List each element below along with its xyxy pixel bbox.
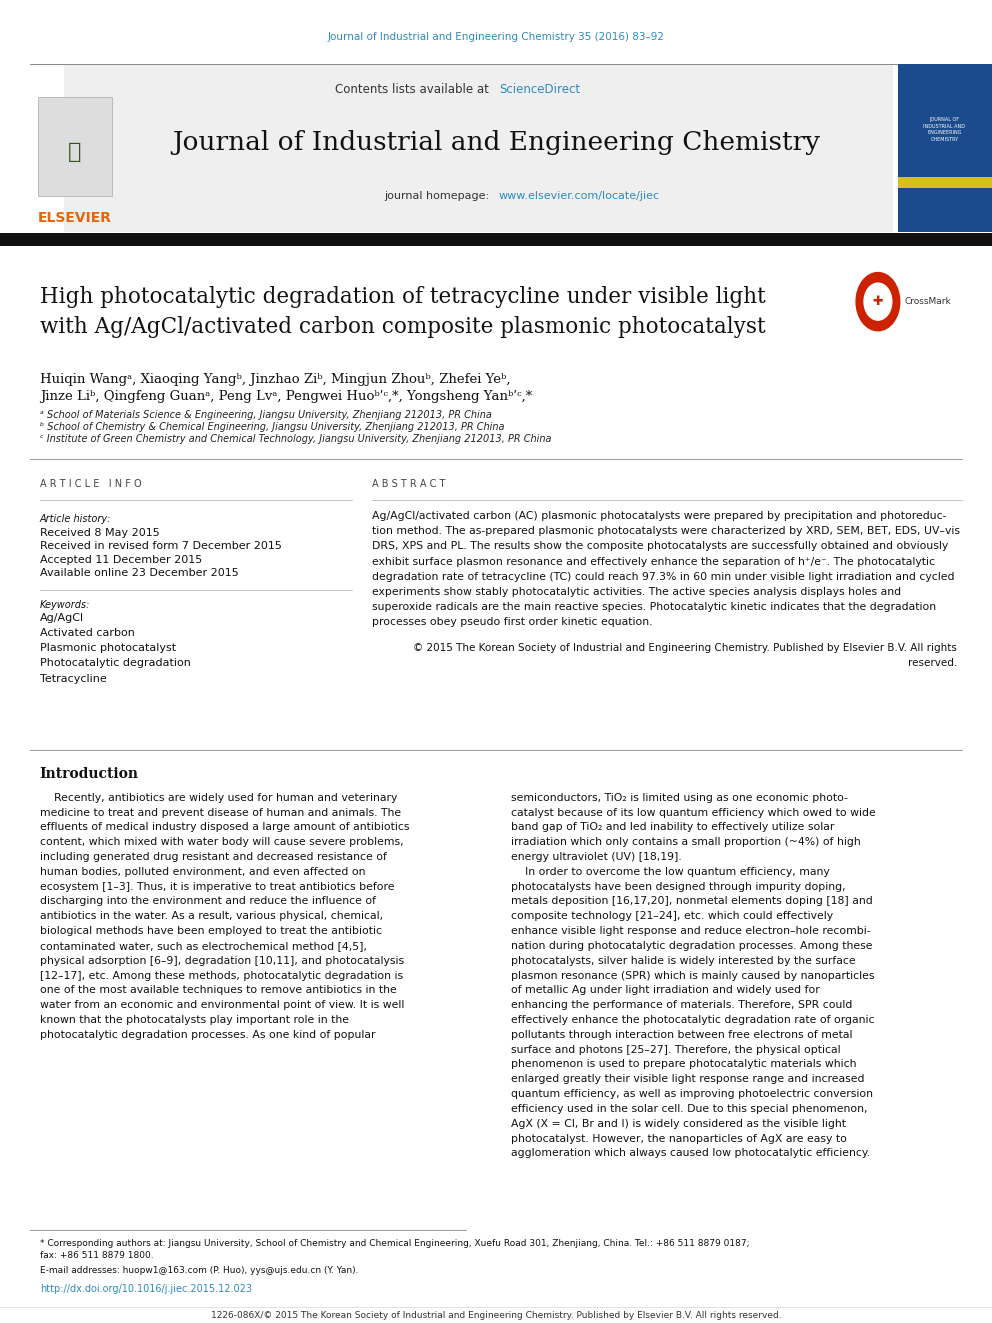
Text: surface and photons [25–27]. Therefore, the physical optical: surface and photons [25–27]. Therefore, … [511, 1045, 840, 1054]
Text: irradiation which only contains a small proportion (~4%) of high: irradiation which only contains a small … [511, 837, 861, 847]
Text: degradation rate of tetracycline (TC) could reach 97.3% in 60 min under visible : degradation rate of tetracycline (TC) co… [372, 572, 954, 582]
Text: discharging into the environment and reduce the influence of: discharging into the environment and red… [40, 897, 376, 906]
Text: enhancing the performance of materials. Therefore, SPR could: enhancing the performance of materials. … [511, 1000, 852, 1011]
Text: ᵇ School of Chemistry & Chemical Engineering, Jiangsu University, Zhenjiang 2120: ᵇ School of Chemistry & Chemical Enginee… [40, 422, 504, 433]
Bar [64, 64, 893, 232]
Text: reserved.: reserved. [908, 659, 957, 668]
Text: Jinze Liᵇ, Qingfeng Guanᵃ, Peng Lvᵃ, Pengwei Huoᵇʹᶜ,*, Yongsheng Yanᵇʹᶜ,*: Jinze Liᵇ, Qingfeng Guanᵃ, Peng Lvᵃ, Pen… [40, 390, 532, 404]
Text: human bodies, polluted environment, and even affected on: human bodies, polluted environment, and … [40, 867, 365, 877]
Text: ScienceDirect: ScienceDirect [499, 83, 580, 97]
Text: of metallic Ag under light irradiation and widely used for: of metallic Ag under light irradiation a… [511, 986, 819, 995]
Text: processes obey pseudo first order kinetic equation.: processes obey pseudo first order kineti… [372, 618, 653, 627]
Text: tion method. The as-prepared plasmonic photocatalysts were characterized by XRD,: tion method. The as-prepared plasmonic p… [372, 527, 960, 536]
Text: E-mail addresses: huopw1@163.com (P. Huo), yys@ujs.edu.cn (Y. Yan).: E-mail addresses: huopw1@163.com (P. Huo… [40, 1266, 358, 1274]
Text: photocatalysts have been designed through impurity doping,: photocatalysts have been designed throug… [511, 881, 845, 892]
Text: composite technology [21–24], etc. which could effectively: composite technology [21–24], etc. which… [511, 912, 833, 921]
Text: one of the most available techniques to remove antibiotics in the: one of the most available techniques to … [40, 986, 397, 995]
Text: Journal of Industrial and Engineering Chemistry 35 (2016) 83–92: Journal of Industrial and Engineering Ch… [327, 32, 665, 42]
Text: efficiency used in the solar cell. Due to this special phenomenon,: efficiency used in the solar cell. Due t… [511, 1103, 867, 1114]
Text: CrossMark: CrossMark [905, 298, 951, 306]
Text: ᵃ School of Materials Science & Engineering, Jiangsu University, Zhenjiang 21201: ᵃ School of Materials Science & Engineer… [40, 410, 492, 421]
Text: fax: +86 511 8879 1800.: fax: +86 511 8879 1800. [40, 1252, 154, 1259]
Text: energy ultraviolet (UV) [18,19].: energy ultraviolet (UV) [18,19]. [511, 852, 682, 863]
Text: Received 8 May 2015: Received 8 May 2015 [40, 528, 160, 538]
Text: effluents of medical industry disposed a large amount of antibiotics: effluents of medical industry disposed a… [40, 823, 409, 832]
Text: Ag/AgCl: Ag/AgCl [40, 613, 83, 623]
Text: agglomeration which always caused low photocatalytic efficiency.: agglomeration which always caused low ph… [511, 1148, 870, 1159]
Text: Activated carbon: Activated carbon [40, 628, 135, 638]
Text: photocatalysts, silver halide is widely interested by the surface: photocatalysts, silver halide is widely … [511, 955, 855, 966]
Text: Accepted 11 December 2015: Accepted 11 December 2015 [40, 554, 202, 565]
Text: water from an economic and environmental point of view. It is well: water from an economic and environmental… [40, 1000, 404, 1011]
Text: semiconductors, TiO₂ is limited using as one economic photo-: semiconductors, TiO₂ is limited using as… [511, 792, 848, 803]
Text: Contents lists available at: Contents lists available at [335, 83, 493, 97]
Text: A B S T R A C T: A B S T R A C T [372, 479, 445, 490]
Text: superoxide radicals are the main reactive species. Photocatalytic kinetic indica: superoxide radicals are the main reactiv… [372, 602, 936, 613]
Circle shape [856, 273, 900, 331]
Text: plasmon resonance (SPR) which is mainly caused by nanoparticles: plasmon resonance (SPR) which is mainly … [511, 971, 874, 980]
Text: quantum efficiency, as well as improving photoelectric conversion: quantum efficiency, as well as improving… [511, 1089, 873, 1099]
Text: effectively enhance the photocatalytic degradation rate of organic: effectively enhance the photocatalytic d… [511, 1015, 874, 1025]
Text: © 2015 The Korean Society of Industrial and Engineering Chemistry. Published by : © 2015 The Korean Society of Industrial … [414, 643, 957, 654]
Text: exhibit surface plasmon resonance and effectively enhance the separation of h⁺/e: exhibit surface plasmon resonance and ef… [372, 557, 935, 566]
Text: contaminated water, such as electrochemical method [4,5],: contaminated water, such as electrochemi… [40, 941, 367, 951]
Text: phenomenon is used to prepare photocatalytic materials which: phenomenon is used to prepare photocatal… [511, 1060, 856, 1069]
Text: http://dx.doi.org/10.1016/j.jiec.2015.12.023: http://dx.doi.org/10.1016/j.jiec.2015.12… [40, 1283, 252, 1294]
Text: Introduction: Introduction [40, 767, 139, 781]
Text: pollutants through interaction between free electrons of metal: pollutants through interaction between f… [511, 1029, 852, 1040]
Bar [38, 97, 112, 196]
Text: DRS, XPS and PL. The results show the composite photocatalysts are successfully : DRS, XPS and PL. The results show the co… [372, 541, 948, 552]
Text: Photocatalytic degradation: Photocatalytic degradation [40, 659, 190, 668]
Text: nation during photocatalytic degradation processes. Among these: nation during photocatalytic degradation… [511, 941, 872, 951]
Text: metals deposition [16,17,20], nonmetal elements doping [18] and: metals deposition [16,17,20], nonmetal e… [511, 897, 873, 906]
Text: Plasmonic photocatalyst: Plasmonic photocatalyst [40, 643, 176, 654]
Text: enhance visible light response and reduce electron–hole recombi-: enhance visible light response and reduc… [511, 926, 871, 937]
Text: * Corresponding authors at: Jiangsu University, School of Chemistry and Chemical: * Corresponding authors at: Jiangsu Univ… [40, 1240, 749, 1248]
Text: photocatalyst. However, the nanoparticles of AgX are easy to: photocatalyst. However, the nanoparticle… [511, 1134, 847, 1143]
Bar [898, 64, 992, 232]
Text: Tetracycline: Tetracycline [40, 673, 106, 684]
Text: experiments show stably photocatalytic activities. The active species analysis d: experiments show stably photocatalytic a… [372, 587, 901, 597]
Text: band gap of TiO₂ and led inability to effectively utilize solar: band gap of TiO₂ and led inability to ef… [511, 823, 834, 832]
Text: ✚: ✚ [873, 295, 883, 308]
Text: antibiotics in the water. As a result, various physical, chemical,: antibiotics in the water. As a result, v… [40, 912, 383, 921]
Text: www.elsevier.com/locate/jiec: www.elsevier.com/locate/jiec [499, 191, 660, 201]
Text: High photocatalytic degradation of tetracycline under visible light
with Ag/AgCl: High photocatalytic degradation of tetra… [40, 286, 766, 339]
Text: A R T I C L E   I N F O: A R T I C L E I N F O [40, 479, 141, 490]
Text: [12–17], etc. Among these methods, photocatalytic degradation is: [12–17], etc. Among these methods, photo… [40, 971, 403, 980]
Text: physical adsorption [6–9], degradation [10,11], and photocatalysis: physical adsorption [6–9], degradation [… [40, 955, 404, 966]
Text: Keywords:: Keywords: [40, 599, 90, 610]
Text: biological methods have been employed to treat the antibiotic: biological methods have been employed to… [40, 926, 382, 937]
Text: photocatalytic degradation processes. As one kind of popular: photocatalytic degradation processes. As… [40, 1029, 375, 1040]
Text: catalyst because of its low quantum efficiency which owed to wide: catalyst because of its low quantum effi… [511, 807, 876, 818]
Text: medicine to treat and prevent disease of human and animals. The: medicine to treat and prevent disease of… [40, 807, 401, 818]
Text: AgX (X = Cl, Br and I) is widely considered as the visible light: AgX (X = Cl, Br and I) is widely conside… [511, 1119, 846, 1129]
Text: In order to overcome the low quantum efficiency, many: In order to overcome the low quantum eff… [511, 867, 829, 877]
Text: including generated drug resistant and decreased resistance of: including generated drug resistant and d… [40, 852, 387, 863]
Text: Ag/AgCl/activated carbon (AC) plasmonic photocatalysts were prepared by precipit: Ag/AgCl/activated carbon (AC) plasmonic … [372, 511, 946, 521]
Circle shape [864, 283, 892, 320]
Text: Huiqin Wangᵃ, Xiaoqing Yangᵇ, Jinzhao Ziᵇ, Mingjun Zhouᵇ, Zhefei Yeᵇ,: Huiqin Wangᵃ, Xiaoqing Yangᵇ, Jinzhao Zi… [40, 373, 510, 386]
Text: content, which mixed with water body will cause severe problems,: content, which mixed with water body wil… [40, 837, 404, 847]
Text: Available online 23 December 2015: Available online 23 December 2015 [40, 568, 238, 578]
Bar [898, 177, 992, 188]
Text: Received in revised form 7 December 2015: Received in revised form 7 December 2015 [40, 541, 282, 552]
Text: Recently, antibiotics are widely used for human and veterinary: Recently, antibiotics are widely used fo… [40, 792, 397, 803]
Text: 1226-086X/© 2015 The Korean Society of Industrial and Engineering Chemistry. Pub: 1226-086X/© 2015 The Korean Society of I… [210, 1311, 782, 1319]
Text: Journal of Industrial and Engineering Chemistry: Journal of Industrial and Engineering Ch… [172, 131, 820, 155]
Text: 🌲: 🌲 [67, 142, 81, 163]
Bar [0, 233, 992, 246]
Text: JOURNAL OF
INDUSTRIAL AND
ENGINEERING
CHEMISTRY: JOURNAL OF INDUSTRIAL AND ENGINEERING CH… [924, 118, 965, 142]
Text: known that the photocatalysts play important role in the: known that the photocatalysts play impor… [40, 1015, 348, 1025]
Text: journal homepage:: journal homepage: [384, 191, 493, 201]
Text: Article history:: Article history: [40, 513, 111, 524]
Text: ᶜ Institute of Green Chemistry and Chemical Technology, Jiangsu University, Zhen: ᶜ Institute of Green Chemistry and Chemi… [40, 434, 552, 445]
Text: enlarged greatly their visible light response range and increased: enlarged greatly their visible light res… [511, 1074, 864, 1085]
Text: ELSEVIER: ELSEVIER [38, 212, 112, 225]
Text: ecosystem [1–3]. Thus, it is imperative to treat antibiotics before: ecosystem [1–3]. Thus, it is imperative … [40, 881, 394, 892]
